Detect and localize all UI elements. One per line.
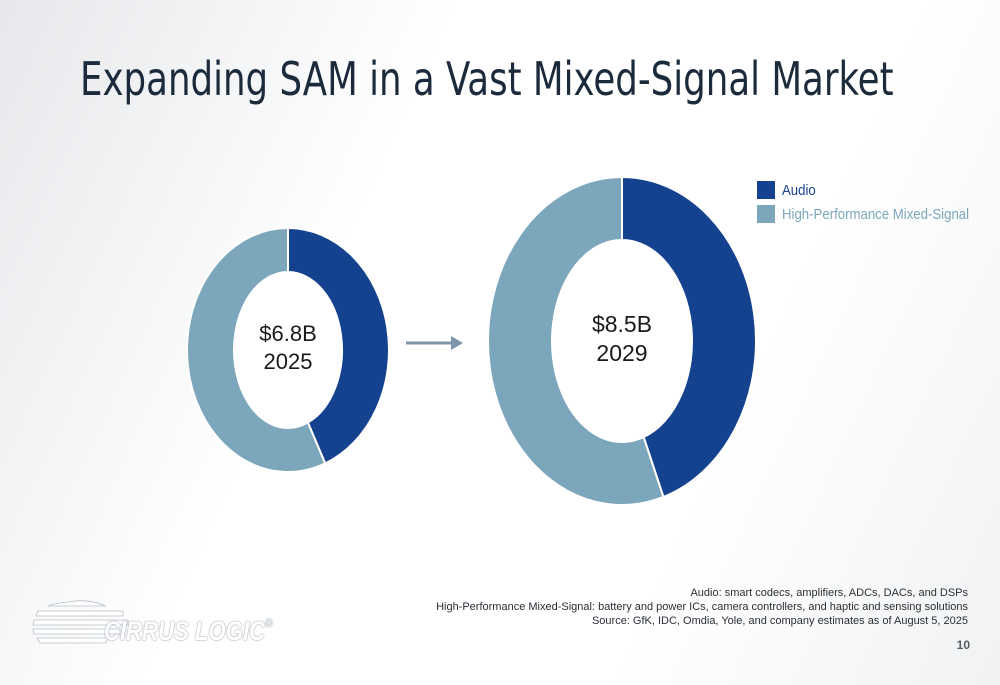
footnotes: Audio: smart codecs, amplifiers, ADCs, D… [328,586,968,628]
growth-arrow-icon [406,336,463,350]
center-value-2029: $8.5B [592,311,652,337]
donut-hole-2029 [552,240,692,442]
center-year-2029: 2029 [596,340,647,366]
legend-swatch-hpms [757,205,775,223]
logo-wordmark: CIRRUS LOGIC® [104,616,272,647]
donut-chart-2025: $6.8B 2025 [186,226,391,473]
legend-label-audio: Audio [782,181,816,199]
chart-legend: Audio High-Performance Mixed-Signal [757,178,995,226]
footnote-audio: Audio: smart codecs, amplifiers, ADCs, D… [690,587,968,599]
legend-label-hpms: High-Performance Mixed-Signal [782,205,970,223]
slide-title: Expanding SAM in a Vast Mixed-Signal Mar… [80,52,894,106]
center-value-2025: $6.8B [259,321,317,346]
footnote-hpms: High-Performance Mixed-Signal: battery a… [436,601,968,613]
cirrus-logic-logo: CIRRUS LOGIC® [28,594,288,654]
logo-swoosh-icon [32,600,129,644]
legend-swatch-audio [757,181,775,199]
legend-item-hpms: High-Performance Mixed-Signal [757,202,995,226]
registered-mark: ® [265,616,273,630]
footnote-source: Source: GfK, IDC, Omdia, Yole, and compa… [591,615,968,627]
center-year-2025: 2025 [264,349,313,374]
page-number: 10 [956,638,970,652]
logo-text: CIRRUS LOGIC [104,616,266,646]
legend-item-audio: Audio [757,178,995,202]
donut-hole-2025 [234,272,342,428]
donut-chart-2029: $8.5B 2029 [487,175,757,506]
